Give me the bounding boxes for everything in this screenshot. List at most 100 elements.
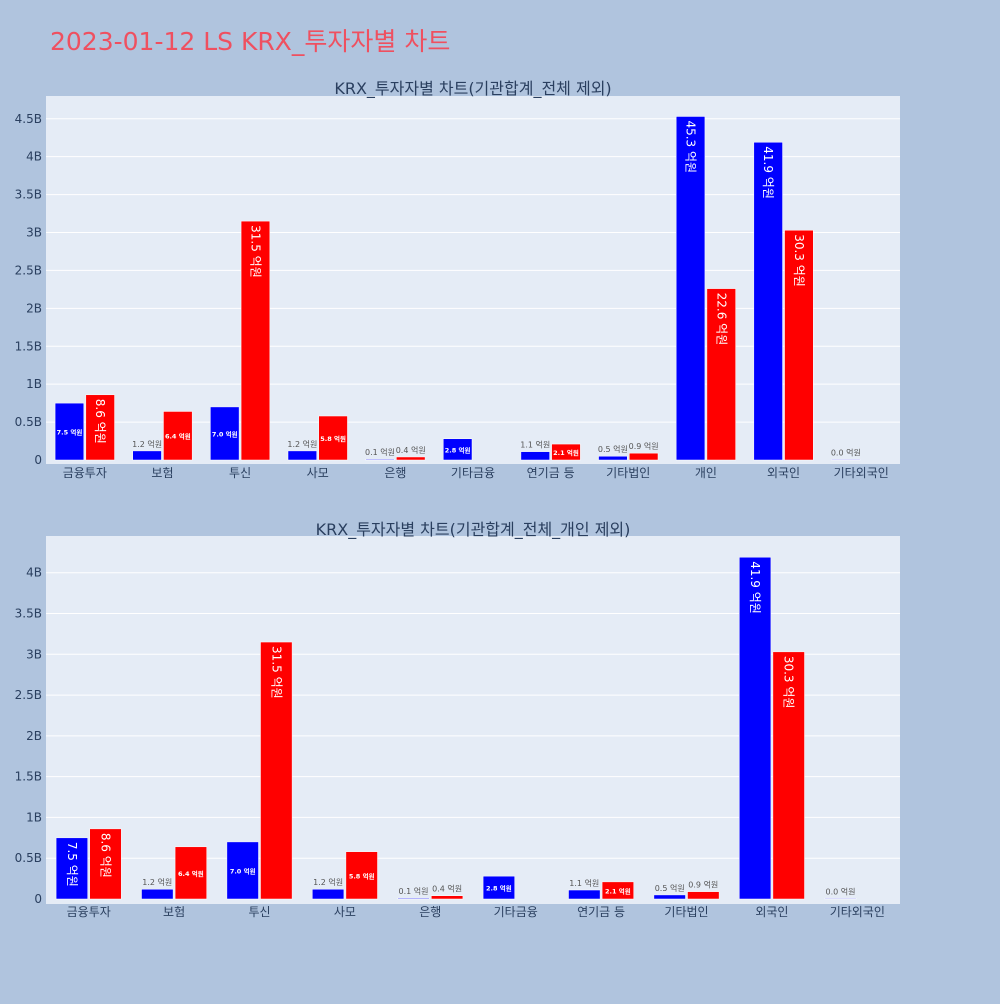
x-tick-label: 연기금 등	[527, 466, 575, 480]
bar	[132, 450, 162, 461]
bar-value-label: 5.8 억원	[320, 434, 346, 443]
bar-value-label: 0.1 억원	[399, 886, 429, 896]
bar	[601, 881, 634, 900]
bar-value-label: 8.6 억원	[93, 399, 107, 444]
y-tick-label: 2B	[26, 301, 42, 315]
bar-value-label: 41.9 억원	[761, 146, 775, 199]
x-tick-label: 사모	[307, 466, 329, 480]
bar	[739, 556, 772, 900]
bar	[85, 394, 115, 461]
bar-value-label: 0.1 억원	[365, 447, 395, 457]
plot-area	[46, 536, 900, 904]
y-tick-label: 1B	[26, 377, 42, 391]
bar	[163, 411, 193, 461]
bar	[240, 220, 271, 461]
bar	[318, 415, 348, 461]
bar	[174, 846, 207, 900]
x-tick-label: 기타금융	[494, 905, 538, 919]
bar-value-label: 22.6 억원	[714, 293, 728, 346]
x-tick-label: 은행	[419, 904, 441, 919]
bar	[287, 450, 317, 461]
bar-value-label: 1.1 억원	[569, 878, 599, 888]
bar-value-label: 1.2 억원	[142, 877, 172, 887]
bar	[568, 889, 601, 900]
y-tick-label: 0	[34, 892, 42, 906]
x-tick-label: 사모	[334, 905, 356, 919]
bar	[345, 851, 378, 900]
y-tick-label: 4B	[26, 150, 42, 164]
bar	[753, 142, 783, 461]
bar	[396, 456, 426, 461]
bar-value-label: 8.6 억원	[98, 833, 112, 878]
bar-value-label: 31.5 억원	[248, 225, 262, 278]
bar-value-label: 6.4 억원	[165, 432, 191, 441]
bar	[520, 451, 550, 461]
y-tick-label: 3B	[26, 647, 42, 661]
bar	[312, 888, 345, 900]
y-tick-label: 0.5B	[15, 415, 42, 429]
x-tick-label: 기타외국인	[834, 466, 889, 480]
bar	[706, 288, 736, 461]
x-tick-label: 기타외국인	[830, 905, 885, 919]
bar	[260, 641, 293, 900]
bar	[89, 828, 122, 900]
y-tick-label: 1B	[26, 810, 42, 824]
bar-value-label: 31.5 억원	[269, 646, 283, 699]
x-tick-label: 투신	[248, 905, 270, 919]
chart-2: 0 0.5B 1B 1.5B 2B 2.5B 3B 3.5B 4B KRX_투자자별 차트(기관합…	[15, 520, 900, 919]
bar	[226, 841, 259, 900]
x-tick-label: 기타금융	[451, 466, 495, 480]
x-tick-label: 보험	[151, 466, 173, 480]
bar	[629, 452, 659, 461]
bar-value-label: 2.1 억원	[605, 886, 631, 895]
y-tick-label: 0	[34, 453, 42, 467]
x-tick-label: 기타법인	[606, 466, 650, 480]
y-tick-label: 3B	[26, 226, 42, 240]
page-title: 2023-01-12 LS KRX_투자자별 차트	[50, 27, 451, 56]
x-tick-label: 개인	[695, 466, 717, 480]
bar	[598, 455, 628, 461]
bar-value-label: 7.0 억원	[212, 429, 238, 438]
x-tick-label: 은행	[384, 465, 406, 480]
y-tick-label: 4.5B	[15, 112, 42, 126]
bar-value-label: 0.5 억원	[655, 883, 685, 893]
x-tick-label: 연기금 등	[577, 905, 625, 919]
bar	[210, 406, 240, 461]
x-tick-label: 기타법인	[664, 905, 708, 919]
bar-value-label: 1.2 억원	[287, 439, 317, 449]
bar	[653, 894, 686, 900]
y-tick-label: 2B	[26, 729, 42, 743]
bar-value-label: 30.3 억원	[782, 656, 796, 709]
bar	[687, 891, 720, 900]
bar	[55, 837, 88, 900]
x-tick-label: 투신	[229, 466, 251, 480]
bar-value-label: 2.8 억원	[445, 445, 471, 454]
bar-value-label: 0.9 억원	[688, 880, 718, 890]
y-tick-label: 4B	[26, 566, 42, 580]
y-tick-label: 2.5B	[15, 688, 42, 702]
bar-value-label: 0.0 억원	[831, 447, 861, 457]
bar	[772, 651, 805, 900]
bar-value-label: 30.3 억원	[792, 234, 806, 287]
x-tick-label: 금융투자	[63, 466, 107, 480]
bar	[443, 438, 473, 461]
bar-value-label: 0.5 억원	[598, 444, 628, 454]
bar-value-label: 1.2 억원	[132, 439, 162, 449]
bar-value-label: 7.5 억원	[57, 428, 83, 437]
chart-title: KRX_투자자별 차트(기관합계_전체_개인 제외)	[316, 520, 631, 540]
y-tick-label: 2.5B	[15, 263, 42, 277]
bar	[675, 116, 706, 461]
y-tick-label: 0.5B	[15, 851, 42, 865]
bar-value-label: 0.4 억원	[396, 445, 426, 455]
bar	[824, 898, 857, 900]
bar-value-label: 0.0 억원	[826, 886, 856, 896]
chart-title: KRX_투자자별 차트(기관합계_전체 제외)	[334, 79, 611, 99]
y-tick-label: 3.5B	[15, 188, 42, 202]
bar	[365, 458, 395, 461]
bar	[54, 402, 85, 461]
y-tick-label: 1.5B	[15, 770, 42, 784]
x-tick-label: 외국인	[767, 466, 800, 480]
bar-value-label: 6.4 억원	[178, 869, 204, 878]
bar-value-label: 0.4 억원	[432, 884, 462, 894]
bar-value-label: 0.9 억원	[629, 441, 659, 451]
